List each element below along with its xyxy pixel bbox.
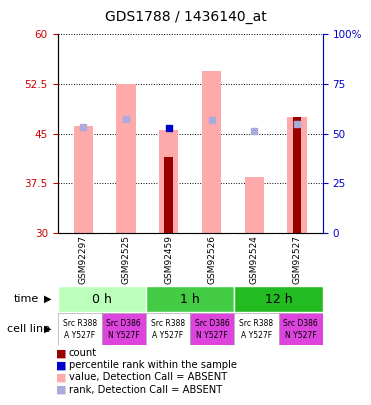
Text: value, Detection Call = ABSENT: value, Detection Call = ABSENT (69, 373, 227, 382)
Bar (159, 130, 178, 233)
Bar (102, 313, 146, 345)
Bar (58, 313, 102, 345)
Text: Src R388: Src R388 (151, 318, 185, 328)
Text: A Y527F: A Y527F (64, 331, 95, 341)
Text: ■: ■ (56, 385, 66, 394)
Bar (234, 313, 279, 345)
Bar (245, 177, 264, 233)
Text: 0 h: 0 h (92, 292, 112, 306)
Bar (146, 313, 190, 345)
Text: ■: ■ (56, 348, 66, 358)
Text: N Y527F: N Y527F (196, 331, 228, 341)
Text: ■: ■ (56, 373, 66, 382)
Text: N Y527F: N Y527F (285, 331, 316, 341)
Bar (146, 286, 234, 312)
Text: Src R388: Src R388 (239, 318, 273, 328)
Text: ▶: ▶ (44, 324, 51, 334)
Bar (202, 71, 221, 233)
Text: ■: ■ (56, 360, 66, 370)
Bar (190, 313, 234, 345)
Text: ▶: ▶ (44, 294, 51, 304)
Text: 1 h: 1 h (180, 292, 200, 306)
Bar (73, 126, 93, 233)
Bar (288, 117, 307, 233)
Text: N Y527F: N Y527F (108, 331, 139, 341)
Bar (279, 313, 323, 345)
Text: GSM92524: GSM92524 (250, 235, 259, 284)
Text: time: time (14, 294, 39, 304)
Text: cell line: cell line (7, 324, 50, 334)
Text: 12 h: 12 h (265, 292, 292, 306)
Bar (164, 157, 173, 233)
Text: rank, Detection Call = ABSENT: rank, Detection Call = ABSENT (69, 385, 222, 394)
Bar (116, 84, 135, 233)
Bar (293, 117, 301, 233)
Text: Src D386: Src D386 (106, 318, 141, 328)
Text: GSM92526: GSM92526 (207, 235, 216, 284)
Text: count: count (69, 348, 97, 358)
Text: A Y527F: A Y527F (241, 331, 272, 341)
Text: percentile rank within the sample: percentile rank within the sample (69, 360, 237, 370)
Text: Src D386: Src D386 (195, 318, 230, 328)
Text: GSM92297: GSM92297 (79, 235, 88, 284)
Bar (234, 286, 323, 312)
Text: A Y527F: A Y527F (152, 331, 184, 341)
Text: GDS1788 / 1436140_at: GDS1788 / 1436140_at (105, 10, 266, 24)
Text: Src R388: Src R388 (63, 318, 97, 328)
Text: GSM92525: GSM92525 (121, 235, 131, 284)
Text: Src D386: Src D386 (283, 318, 318, 328)
Text: GSM92527: GSM92527 (293, 235, 302, 284)
Text: GSM92459: GSM92459 (164, 235, 173, 284)
Bar (58, 286, 146, 312)
